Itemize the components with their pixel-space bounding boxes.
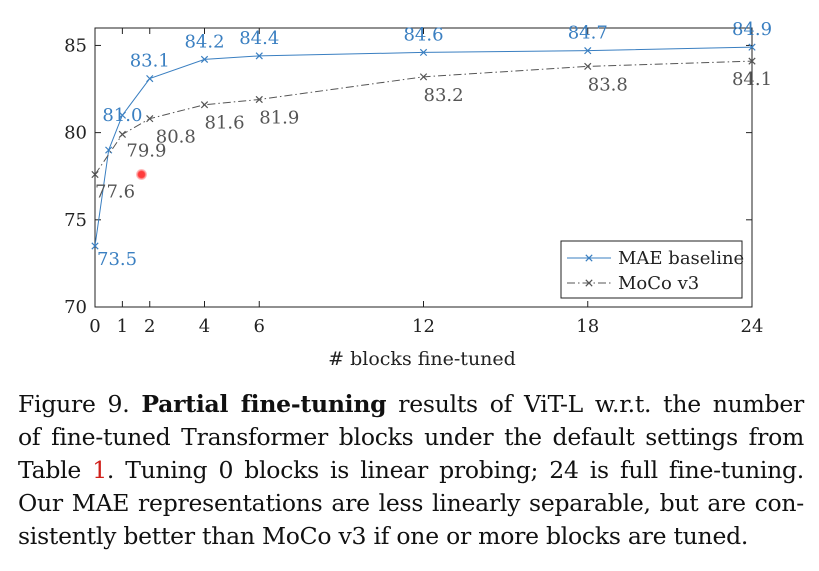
legend-marker	[585, 254, 593, 262]
x-tick-label: 6	[254, 316, 265, 337]
moco-point-marker	[419, 73, 428, 81]
mae-data-label: 84.7	[568, 23, 608, 44]
annotation-label: 81.0	[102, 105, 142, 126]
moco-data-label: 77.6	[95, 181, 135, 202]
x-tick-label: 24	[741, 316, 764, 337]
moco-data-label: 81.6	[205, 113, 245, 134]
caption-line-4: Our MAE representations are less linearl…	[18, 489, 804, 517]
mae-data-label: 84.4	[239, 28, 279, 49]
caption-line-1: Figure 9. Partial fine-tuning results of…	[18, 388, 804, 421]
chart-legend: MAE baseline MoCo v3	[560, 240, 744, 299]
legend-label: MAE baseline	[618, 248, 744, 269]
mae-point-marker	[419, 48, 428, 57]
moco-point-marker	[118, 130, 126, 138]
moco-point-marker	[255, 95, 263, 104]
legend-marker	[585, 279, 593, 287]
mae-point-marker	[584, 47, 592, 55]
series-line-moco-v3	[94, 60, 753, 175]
mae-data-label: 84.6	[403, 24, 443, 45]
y-tick-label: 70	[64, 297, 87, 318]
mae-point-marker	[748, 43, 756, 51]
y-tick-label: 80	[64, 123, 87, 144]
x-tick-label: 18	[576, 316, 599, 337]
moco-data-label: 81.9	[259, 107, 299, 128]
moco-data-label: 80.8	[156, 127, 196, 148]
table-reference-link[interactable]: 1	[92, 456, 107, 484]
moco-point-marker	[146, 115, 154, 123]
mae-data-label: 84.9	[732, 19, 772, 40]
figure-caption: Figure 9. Partial fine-tuning results of…	[18, 388, 804, 553]
caption-line-3-post: . Tuning 0 blocks is linear probing; 24 …	[106, 456, 805, 484]
moco-point-marker	[584, 62, 592, 70]
mae-point-marker	[105, 146, 113, 154]
mae-point-marker	[200, 55, 209, 64]
cursor-indicator	[136, 169, 147, 180]
x-tick-label: 4	[199, 316, 210, 337]
x-tick-label: 2	[144, 316, 155, 337]
y-tick-label: 85	[64, 35, 87, 56]
moco-data-label: 83.2	[424, 85, 464, 106]
caption-figure-number: Figure 9.	[18, 390, 142, 418]
chart-series-layer	[91, 43, 756, 250]
legend-entry: MAE baseline	[567, 248, 744, 269]
moco-point-marker	[91, 170, 99, 179]
chart-data-labels-layer: 73.5 83.1 84.2 84.4 84.6 84.7 84.9 77.6 79.980.8…	[95, 19, 772, 270]
mae-point-marker	[146, 74, 154, 83]
moco-data-label: 84.1	[732, 69, 772, 90]
mae-point-marker	[255, 52, 263, 60]
moco-point-marker	[200, 101, 209, 109]
moco-data-label: 79.9	[126, 140, 166, 161]
legend-label: MoCo v3	[618, 273, 699, 294]
caption-bold-phrase: Partial fine-tuning	[141, 390, 387, 418]
mae-point-marker	[91, 242, 99, 250]
caption-line-3-pre: Table	[18, 456, 93, 484]
caption-line-3: Table 1. Tuning 0 blocks is linear probi…	[18, 454, 804, 487]
mae-data-label: 73.5	[97, 249, 137, 270]
mae-data-label: 83.1	[130, 51, 170, 72]
x-tick-label: 12	[412, 316, 435, 337]
legend-box	[560, 240, 743, 299]
moco-point-marker	[748, 57, 756, 65]
x-axis-title: # blocks fine-tuned	[328, 348, 516, 370]
x-tick-label: 1	[117, 316, 128, 337]
caption-line-5: sistently better than MoCo v3 if one or …	[18, 522, 749, 550]
caption-line-2: of fine-tuned Transformer blocks under t…	[18, 423, 804, 451]
caption-line-1-rest: results of ViT-L w.r.t. the number	[386, 390, 804, 418]
mae-data-label: 84.2	[184, 31, 224, 52]
y-tick-label: 75	[64, 210, 87, 231]
x-tick-label: 0	[89, 316, 100, 337]
legend-entry: MoCo v3	[567, 273, 699, 294]
moco-data-label: 83.8	[588, 74, 628, 95]
mae-point-marker	[118, 111, 126, 119]
